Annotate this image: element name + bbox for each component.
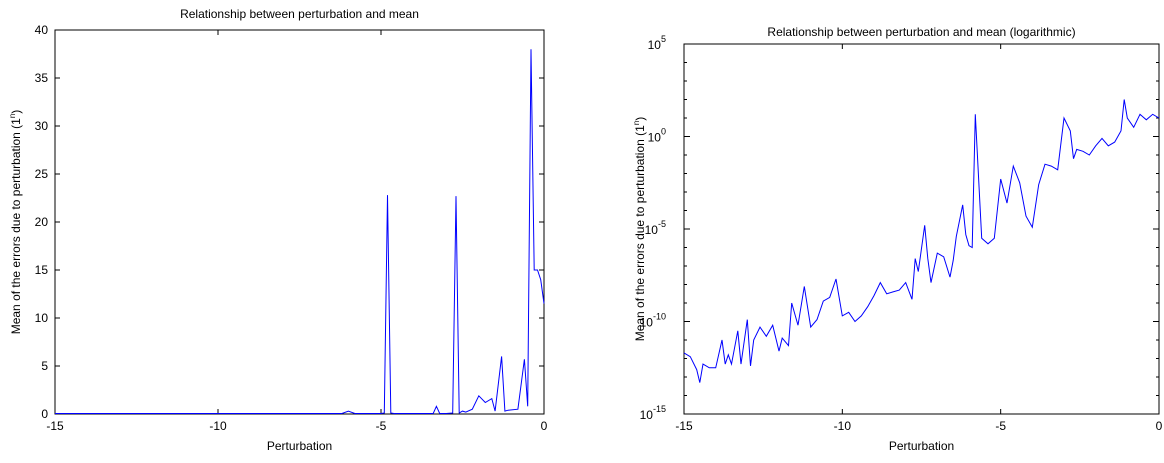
y-tick-label: 105 (648, 34, 666, 52)
x-axis-label: Perturbation (889, 439, 954, 453)
y-tick-label: 100 (648, 127, 666, 145)
right-chart: Relationship between perturbation and me… (632, 25, 1163, 453)
plot-frame (683, 43, 1160, 415)
left-chart: Relationship between perturbation and me… (8, 7, 548, 453)
series-line (55, 49, 545, 414)
x-tick-label: 0 (541, 419, 548, 433)
x-tick-label: -15 (46, 419, 64, 433)
y-tick-label: 10-10 (640, 312, 666, 330)
x-axis-label: Perturbation (267, 439, 332, 453)
y-tick-label: 30 (35, 119, 49, 133)
y-axis-label: Mean of the errors due to perturbation (… (632, 117, 647, 342)
y-tick-label: 10-5 (645, 219, 666, 237)
y-axis-label: Mean of the errors due to perturbation (… (8, 110, 23, 335)
y-tick-label: 10-15 (640, 404, 666, 422)
y-tick-label: 20 (35, 215, 49, 229)
x-tick-label: -5 (376, 419, 387, 433)
plot-frame (54, 29, 545, 415)
y-tick-label: 15 (35, 263, 49, 277)
x-tick-label: -5 (995, 419, 1006, 433)
x-tick-label: 0 (1156, 419, 1163, 433)
y-tick-label: 35 (35, 71, 49, 85)
chart-title: Relationship between perturbation and me… (767, 25, 1075, 39)
chart-title: Relationship between perturbation and me… (180, 7, 419, 21)
y-tick-label: 10 (35, 311, 49, 325)
x-tick-label: -15 (675, 419, 693, 433)
y-tick-label: 40 (35, 23, 49, 37)
y-tick-label: 0 (41, 407, 48, 421)
x-tick-label: -10 (834, 419, 852, 433)
series-line (683, 99, 1160, 383)
y-tick-label: 5 (41, 359, 48, 373)
x-tick-label: -10 (209, 419, 227, 433)
y-tick-label: 25 (35, 167, 49, 181)
